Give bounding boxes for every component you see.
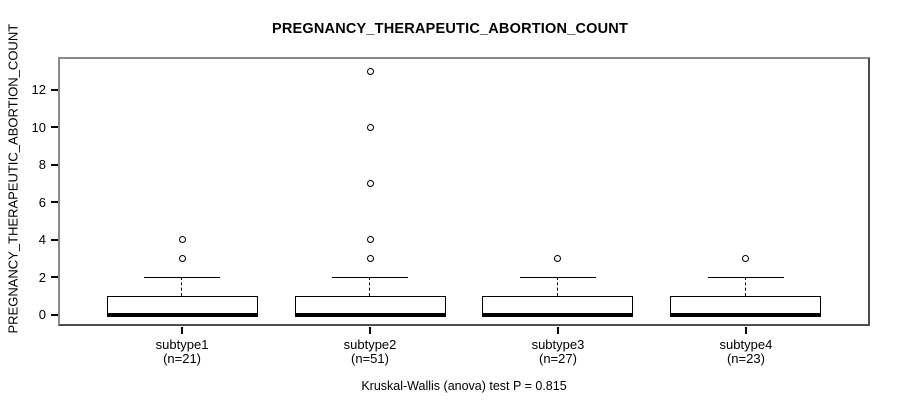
- outlier-point: [366, 255, 374, 263]
- y-tick-label: 2: [38, 269, 46, 285]
- median-line: [106, 312, 258, 317]
- chart-title: PREGNANCY_THERAPEUTIC_ABORTION_COUNT: [271, 21, 629, 37]
- x-group-label: subtype4 (n=23): [652, 338, 840, 365]
- y-tick-label: 12: [31, 82, 46, 98]
- outlier-point: [366, 180, 374, 188]
- median-line: [482, 312, 634, 317]
- y-axis-tick: [51, 88, 58, 91]
- whisker-cap: [707, 276, 784, 279]
- outlier-point: [366, 123, 374, 131]
- group-name-label: subtype1: [155, 337, 209, 352]
- x-group-label: subtype3 (n=27): [464, 338, 652, 365]
- group-n-label: (n=23): [726, 350, 765, 366]
- stat-annotation: Kruskal-Wallis (anova) test P = 0.815: [361, 379, 567, 393]
- x-axis-tick: [181, 327, 184, 334]
- y-axis-tick: [51, 238, 58, 241]
- x-group-label: subtype2 (n=51): [276, 338, 464, 365]
- x-group-label: subtype1 (n=21): [88, 338, 276, 365]
- upper-whisker-line: [557, 277, 559, 297]
- x-axis-tick: [369, 327, 372, 334]
- whisker-cap: [144, 276, 221, 279]
- x-axis-tick: [744, 327, 747, 334]
- y-axis-label: PREGNANCY_THERAPEUTIC_ABORTION_COUNT: [5, 23, 21, 334]
- y-axis-tick: [51, 201, 58, 204]
- group-name-label: subtype2: [343, 337, 397, 352]
- plot-frame: [58, 57, 870, 326]
- outlier-point: [178, 255, 186, 263]
- outlier-point: [366, 236, 374, 244]
- group-name-label: subtype4: [719, 337, 773, 352]
- group-n-label: (n=21): [163, 350, 202, 366]
- y-axis-tick: [51, 313, 58, 316]
- y-axis-tick: [51, 126, 58, 129]
- y-axis-tick: [51, 163, 58, 166]
- y-tick-label: 6: [38, 194, 46, 210]
- y-tick-label: 10: [31, 119, 46, 135]
- x-axis-tick: [556, 327, 559, 334]
- outlier-point: [554, 255, 562, 263]
- outlier-point: [742, 255, 750, 263]
- y-tick-label: 0: [38, 307, 46, 323]
- group-name-label: subtype3: [531, 337, 585, 352]
- upper-whisker-line: [745, 277, 747, 297]
- outlier-point: [178, 236, 186, 244]
- median-line: [294, 312, 446, 317]
- y-axis-tick: [51, 276, 58, 279]
- whisker-cap: [332, 276, 409, 279]
- whisker-cap: [519, 276, 596, 279]
- median-line: [670, 312, 822, 317]
- upper-whisker-line: [369, 277, 371, 297]
- group-n-label: (n=51): [351, 350, 389, 366]
- y-tick-label: 8: [38, 157, 46, 173]
- upper-whisker-line: [181, 277, 183, 297]
- group-n-label: (n=27): [538, 350, 577, 366]
- y-tick-label: 4: [38, 232, 46, 248]
- outlier-point: [366, 67, 374, 75]
